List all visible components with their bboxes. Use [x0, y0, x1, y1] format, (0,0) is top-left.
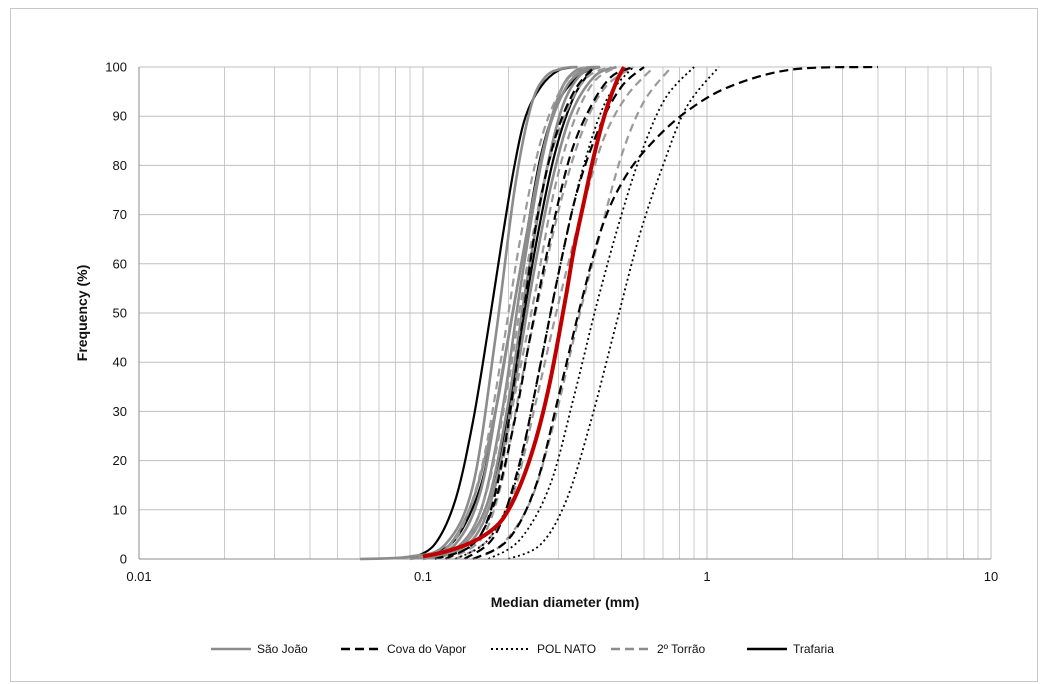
series-line-s-o-jo-o	[359, 65, 578, 561]
y-tick-label: 80	[113, 158, 127, 173]
series-line-s-o-jo-o	[434, 65, 617, 561]
plot-series	[359, 65, 879, 561]
legend-item: POL NATO	[491, 642, 596, 656]
y-tick-label: 30	[113, 404, 127, 419]
series-line-cova-do-vapor	[444, 66, 595, 560]
y-tick-label: 100	[105, 60, 127, 75]
x-tick-label: 0.1	[414, 569, 432, 584]
y-tick-label: 50	[113, 306, 127, 321]
series-line-trafaria	[409, 65, 578, 560]
series-line-s-o-jo-o	[422, 65, 589, 561]
y-tick-label: 10	[113, 502, 127, 517]
legend-label: Trafaria	[793, 642, 834, 656]
series-line-2-torr-o	[434, 65, 612, 561]
legend-label: Cova do Vapor	[387, 642, 466, 656]
y-axis-title: Frequency (%)	[74, 265, 90, 361]
series-line-2-torr-o	[434, 66, 618, 561]
legend-item: Trafaria	[747, 642, 834, 656]
y-tick-label: 0	[120, 552, 127, 567]
series-line-2-torr-o	[454, 66, 655, 560]
legend-label: 2º Torrão	[657, 642, 706, 656]
x-tick-label: 0.01	[126, 569, 151, 584]
series-line-cova-do-vapor	[472, 65, 879, 560]
axes: 0 10 20 30 40 50 60 70 80 90 100 0.01 0.1 1 10	[105, 60, 998, 585]
legend-label: São João	[257, 642, 308, 656]
series-line-2-torr-o	[444, 66, 634, 560]
series-line-2-torr-o	[422, 66, 586, 560]
chart-svg: 0 10 20 30 40 50 60 70 80 90 100 0.01 0.1 1 10 Median …	[74, 60, 998, 657]
series-line-mean	[422, 66, 626, 559]
chart-frame: 0 10 20 30 40 50 60 70 80 90 100 0.01 0.1 1 10 Median …	[10, 8, 1038, 682]
y-tick-label: 60	[113, 256, 127, 271]
x-tick-label: 10	[984, 569, 998, 584]
x-axis-title: Median diameter (mm)	[491, 594, 640, 610]
legend-item: São João	[211, 642, 308, 656]
gridlines	[138, 66, 992, 560]
series-line-pol-nato	[508, 66, 720, 560]
legend-label: POL NATO	[537, 642, 596, 656]
y-tick-label: 40	[113, 355, 127, 370]
legend: São João Cova do Vapor POL NATO 2º Torrão Tr…	[211, 642, 834, 656]
y-tick-label: 70	[113, 207, 127, 222]
series-line-pol-nato	[487, 66, 695, 560]
legend-item: 2º Torrão	[611, 642, 706, 656]
series-line-2-torr-o	[472, 66, 673, 561]
legend-item: Cova do Vapor	[341, 642, 466, 656]
y-tick-label: 20	[113, 453, 127, 468]
y-tick-label: 90	[113, 109, 127, 124]
x-tick-label: 1	[703, 569, 710, 584]
